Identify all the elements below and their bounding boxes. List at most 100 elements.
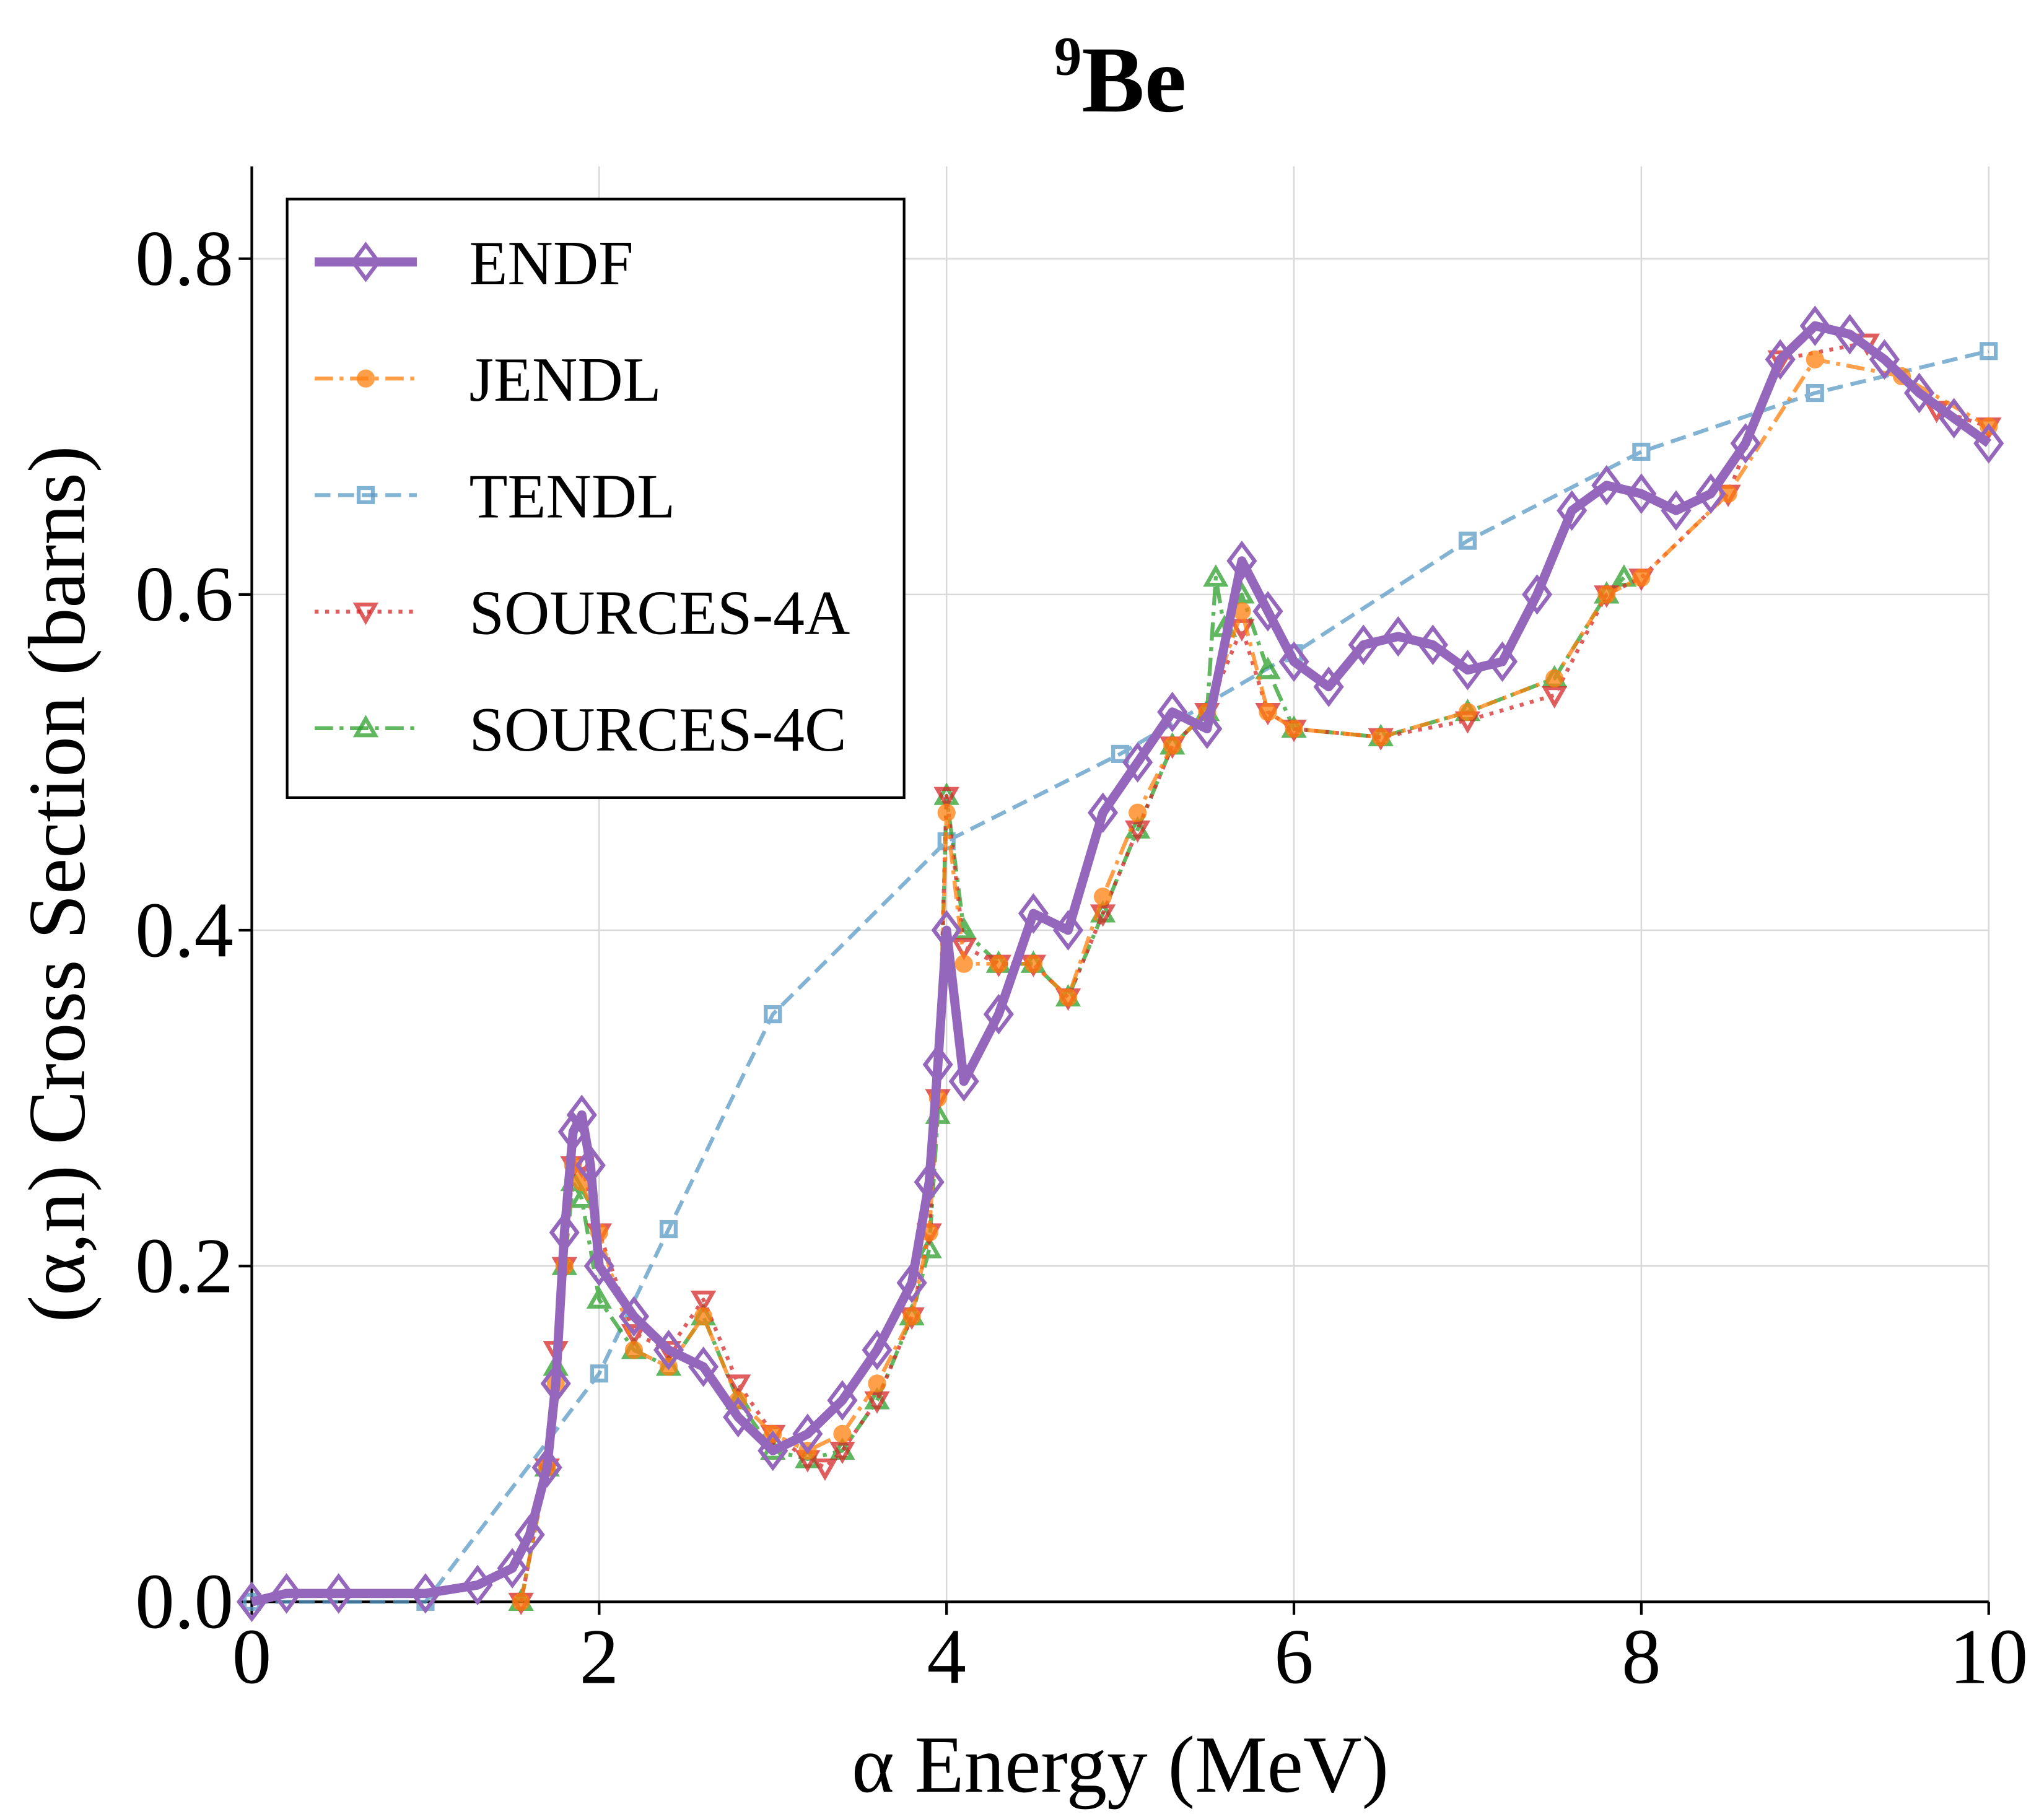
data-point (586, 1286, 613, 1309)
data-point (1458, 703, 1477, 722)
data-point (1052, 910, 1084, 951)
title-text: Be (1081, 27, 1186, 132)
data-point (1163, 736, 1182, 755)
data-point (1626, 473, 1657, 514)
data-point (1597, 585, 1616, 604)
data-point (653, 1329, 684, 1371)
data-point (1122, 742, 1153, 783)
data-point (1834, 313, 1865, 355)
x-tick-label: 2 (580, 1614, 619, 1701)
data-point (868, 1374, 886, 1393)
data-point (688, 1346, 719, 1387)
data-point (624, 1341, 644, 1359)
data-point (933, 787, 959, 809)
data-point (989, 954, 1008, 973)
legend: ENDF JENDL TENDL SOURCES-4A SOURCES-4C (286, 198, 906, 800)
data-point (590, 1364, 608, 1383)
data-point (462, 1564, 493, 1606)
y-axis-label: (α,n) Cross Section (barns) (12, 446, 102, 1323)
x-tick-label: 0 (232, 1614, 271, 1701)
data-point (1591, 464, 1622, 506)
data-point (540, 1363, 571, 1404)
data-point (1157, 691, 1188, 733)
data-point (1661, 490, 1692, 531)
data-point (954, 954, 973, 973)
data-point (1806, 383, 1824, 403)
data-point (902, 1307, 921, 1326)
y-tick-label: 0.0 (135, 1559, 234, 1646)
y-tick-label: 0.6 (135, 551, 234, 638)
data-point (829, 1441, 855, 1465)
x-tick-label: 10 (1949, 1614, 2028, 1701)
series-line (250, 321, 1992, 1607)
data-point (1869, 339, 1900, 380)
data-point (659, 1219, 678, 1239)
x-tick-label: 4 (927, 1614, 966, 1701)
data-point (1285, 720, 1303, 738)
data-point (1557, 490, 1588, 531)
legend-marker (356, 369, 375, 388)
data-point (983, 993, 1014, 1035)
data-point (512, 1592, 530, 1611)
data-point (557, 1111, 588, 1153)
data-point (1632, 442, 1651, 461)
data-point (1226, 540, 1257, 582)
data-point (1487, 641, 1518, 682)
x-tick-label: 6 (1274, 1614, 1313, 1701)
data-point (1522, 574, 1553, 615)
data-point (1765, 339, 1796, 380)
data-point (937, 803, 956, 822)
legend-label: SOURCES-4C (470, 695, 847, 764)
legend-label: SOURCES-4A (470, 578, 850, 648)
legend-marker (352, 603, 379, 626)
title-superscript: 9 (1054, 27, 1081, 87)
data-point (575, 1145, 606, 1186)
data-point (1111, 744, 1130, 763)
data-point (1124, 820, 1151, 844)
data-point (618, 1296, 650, 1337)
data-point (833, 1424, 852, 1443)
y-tick-label: 0.2 (135, 1223, 234, 1310)
data-point (1903, 372, 1935, 414)
data-point (1806, 350, 1824, 368)
data-point (725, 1374, 751, 1397)
data-point (1024, 954, 1042, 973)
data-point (497, 1548, 528, 1589)
legend-marker (350, 242, 382, 282)
data-point (1799, 305, 1830, 346)
data-point (1973, 423, 2004, 464)
series-line (251, 349, 1989, 1604)
data-point (236, 1581, 268, 1623)
data-point (1252, 591, 1283, 632)
data-point (514, 1514, 545, 1555)
legend-label: ENDF (470, 229, 634, 298)
data-point (1632, 569, 1651, 587)
data-point (1417, 624, 1448, 665)
data-point (1192, 708, 1223, 749)
legend-label: JENDL (470, 345, 662, 414)
data-point (792, 1413, 823, 1455)
data-point (1059, 988, 1078, 1007)
data-point (1278, 641, 1309, 682)
data-point (1259, 703, 1277, 722)
data-point (1348, 624, 1379, 665)
data-point (1719, 484, 1737, 503)
data-point (723, 1397, 754, 1437)
data-point (410, 1573, 441, 1614)
data-point (531, 1447, 562, 1488)
data-point (1129, 803, 1147, 822)
y-tick-label: 0.4 (135, 887, 234, 974)
data-point (583, 1245, 614, 1287)
data-point (566, 1094, 597, 1136)
data-point (827, 1380, 858, 1421)
data-point (764, 1005, 782, 1024)
data-point (758, 1430, 788, 1472)
x-tick-label: 8 (1622, 1614, 1661, 1701)
data-point (1203, 564, 1229, 587)
y-tick-label: 0.8 (135, 216, 234, 302)
data-point (694, 1307, 713, 1326)
data-point (951, 938, 977, 961)
series (236, 305, 2004, 1623)
data-point (931, 910, 962, 951)
